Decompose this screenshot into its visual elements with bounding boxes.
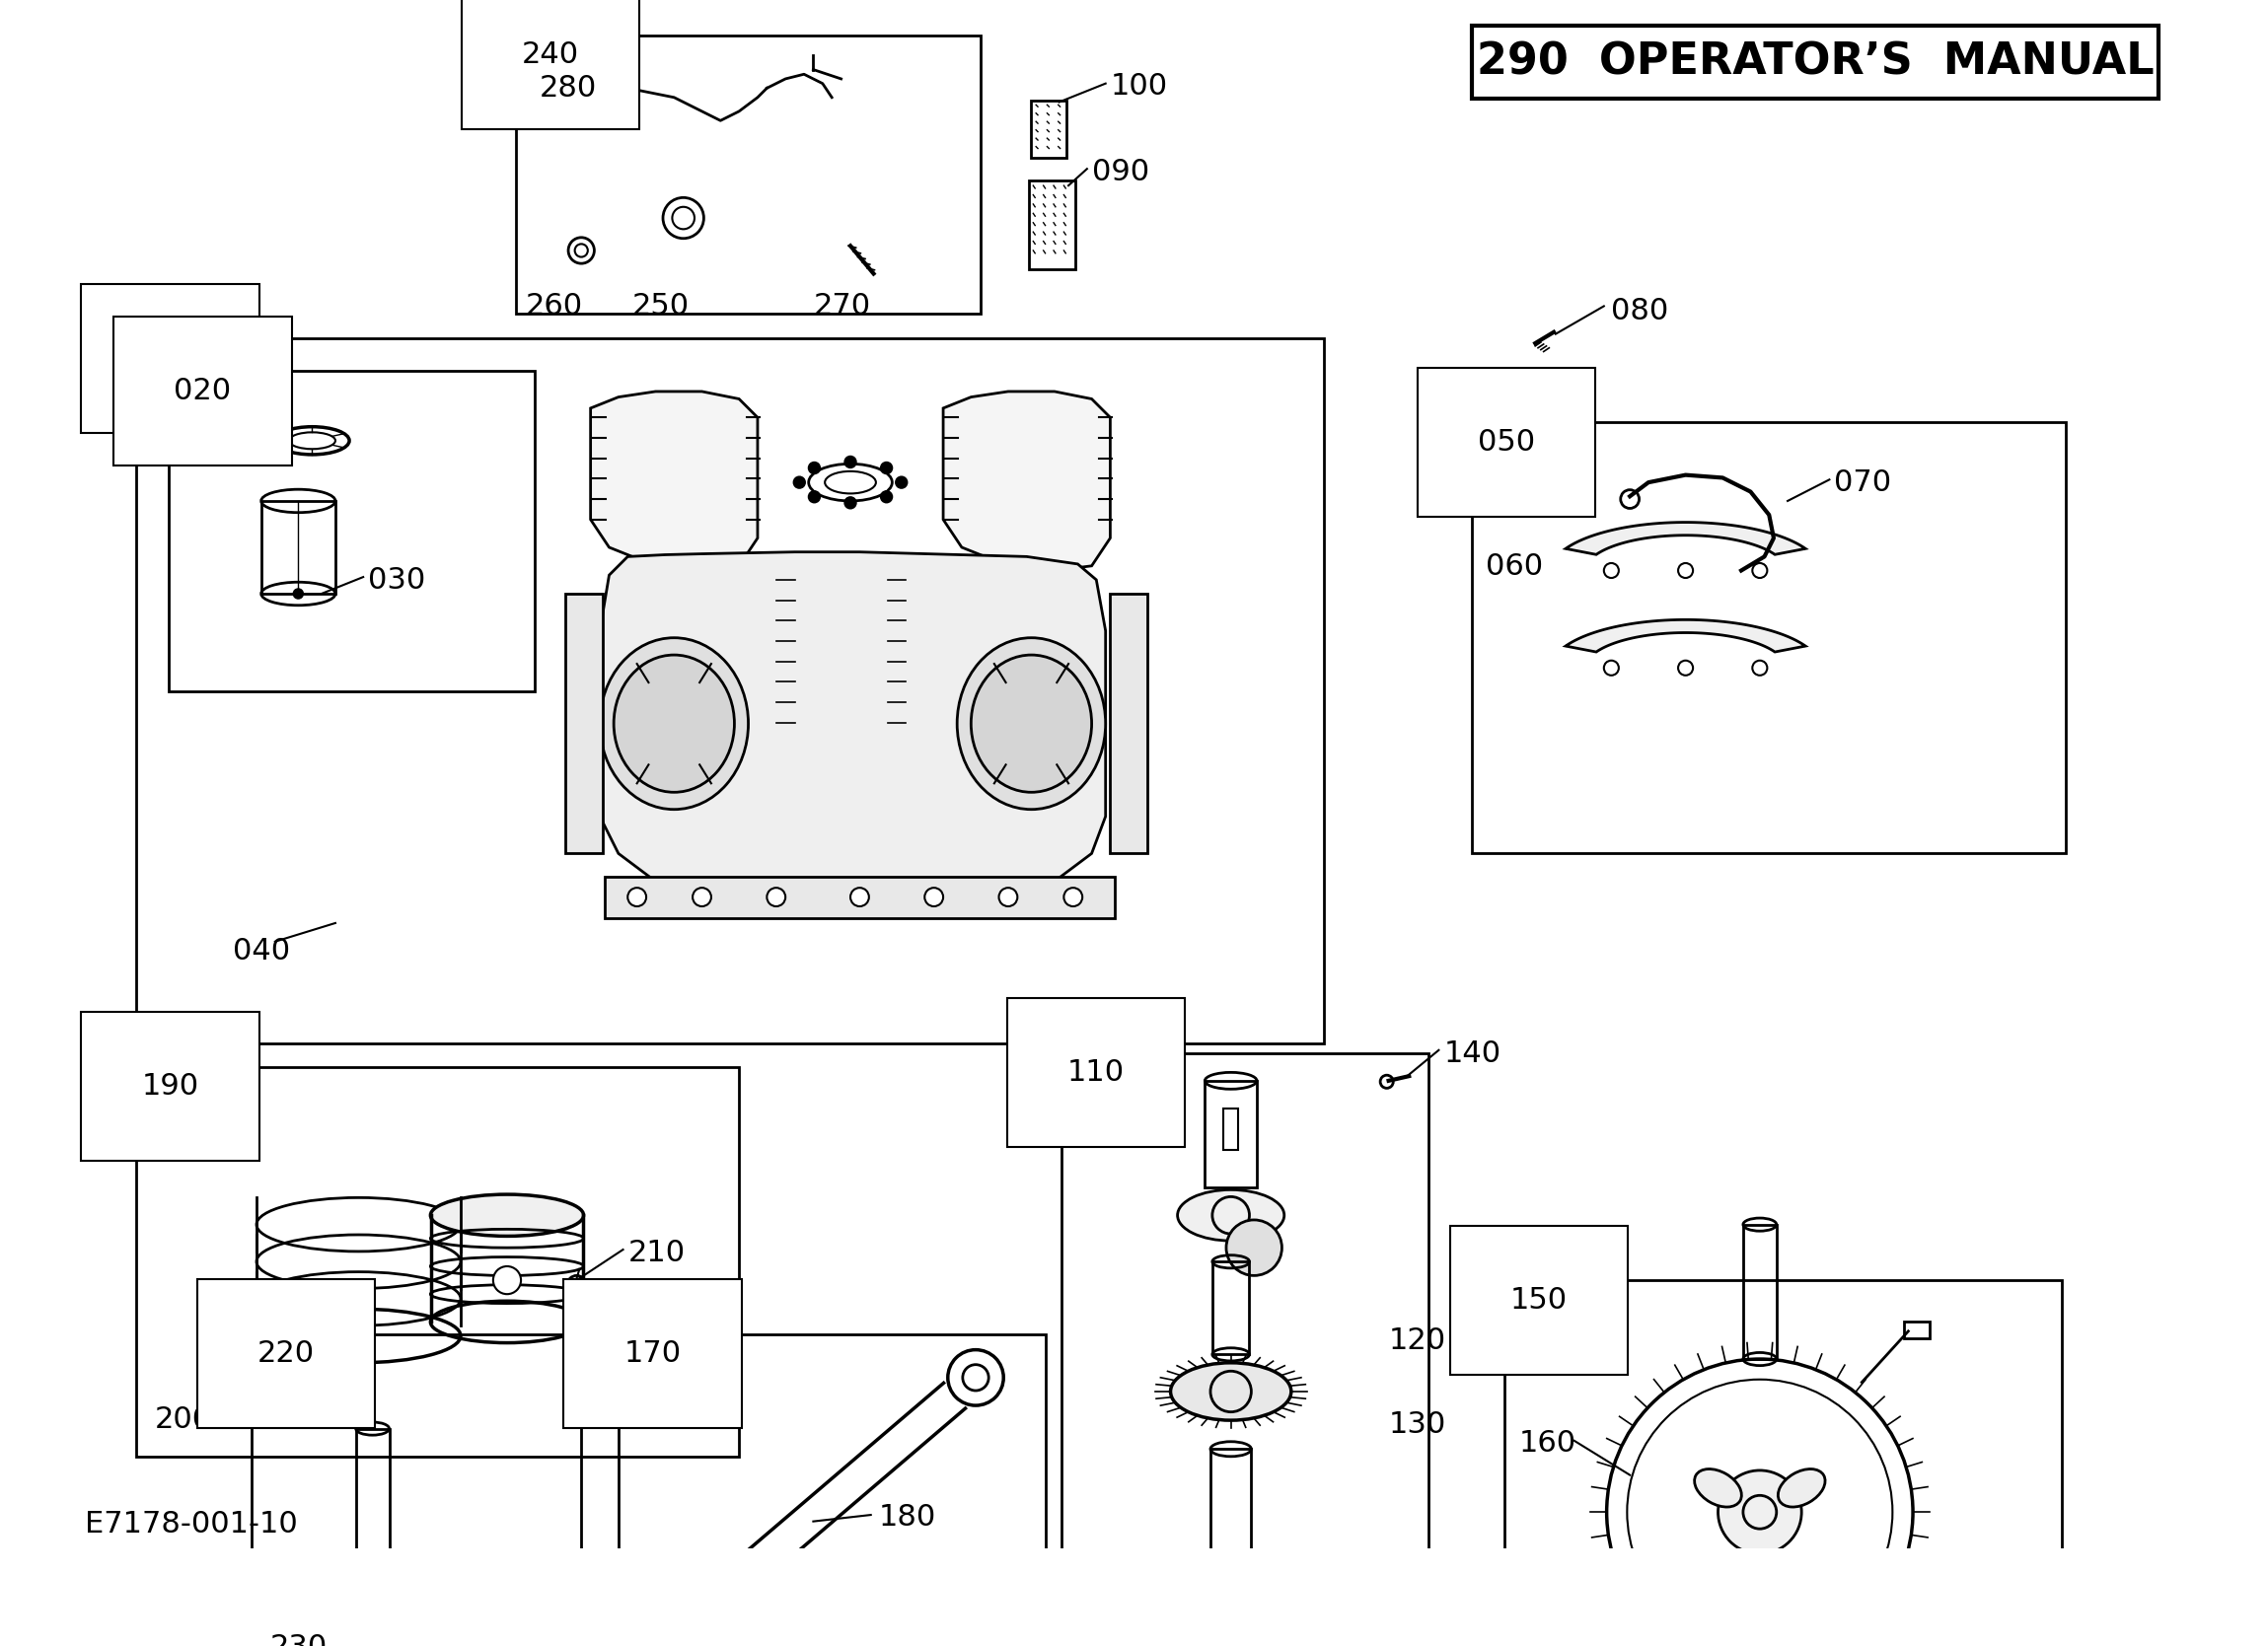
Bar <box>1211 1448 1252 1646</box>
Text: 050: 050 <box>1479 428 1535 456</box>
Bar <box>1204 1081 1256 1187</box>
Polygon shape <box>599 551 1105 905</box>
Circle shape <box>850 887 869 907</box>
Text: 100: 100 <box>1111 72 1168 100</box>
Text: 290  OPERATOR’S  MANUAL: 290 OPERATOR’S MANUAL <box>1476 41 2155 84</box>
Text: 180: 180 <box>878 1503 937 1531</box>
Text: 130: 130 <box>1388 1411 1447 1439</box>
Ellipse shape <box>615 655 735 792</box>
Text: 040: 040 <box>234 937 290 966</box>
Circle shape <box>1227 1220 1281 1276</box>
Polygon shape <box>943 392 1111 571</box>
Circle shape <box>1064 887 1082 907</box>
Bar <box>1061 1053 1429 1646</box>
Bar <box>1472 26 2159 99</box>
Bar <box>1744 1225 1776 1360</box>
Ellipse shape <box>1177 1190 1284 1241</box>
Text: 110: 110 <box>1068 1058 1125 1086</box>
Text: 170: 170 <box>624 1340 680 1368</box>
Ellipse shape <box>971 655 1091 792</box>
Bar <box>517 35 980 313</box>
Circle shape <box>1753 563 1767 578</box>
Bar <box>1222 1108 1238 1151</box>
Circle shape <box>293 589 304 599</box>
Text: 150: 150 <box>1510 1286 1567 1315</box>
Bar <box>619 1333 1046 1646</box>
Ellipse shape <box>1170 1363 1290 1420</box>
Bar <box>565 594 603 854</box>
Circle shape <box>844 456 855 467</box>
Text: 190: 190 <box>141 1073 200 1101</box>
Text: 260: 260 <box>526 293 583 321</box>
Ellipse shape <box>957 637 1105 810</box>
Polygon shape <box>1565 522 1805 555</box>
Text: 240: 240 <box>522 41 578 69</box>
Circle shape <box>880 463 891 474</box>
Circle shape <box>628 887 646 907</box>
Circle shape <box>1719 1470 1801 1554</box>
Circle shape <box>1678 660 1692 675</box>
Text: 220: 220 <box>259 1340 315 1368</box>
Text: 070: 070 <box>1835 469 1892 497</box>
Circle shape <box>1603 563 1619 578</box>
Text: 060: 060 <box>1486 551 1545 581</box>
Polygon shape <box>1565 619 1805 652</box>
Bar <box>136 1067 739 1457</box>
Circle shape <box>1753 660 1767 675</box>
Text: 280: 280 <box>540 74 596 102</box>
Text: 210: 210 <box>628 1238 685 1267</box>
Bar <box>606 877 1116 918</box>
Text: 270: 270 <box>814 293 871 321</box>
Circle shape <box>1678 563 1692 578</box>
Bar <box>1504 1281 2062 1646</box>
Circle shape <box>896 477 907 487</box>
Text: 140: 140 <box>1445 1039 1501 1068</box>
Bar <box>1472 421 2066 854</box>
Circle shape <box>810 491 819 502</box>
Text: 010: 010 <box>141 344 200 372</box>
Bar <box>1213 1261 1250 1355</box>
Text: 120: 120 <box>1388 1327 1447 1355</box>
Circle shape <box>998 887 1018 907</box>
Polygon shape <box>590 392 758 571</box>
Text: 160: 160 <box>1520 1429 1576 1457</box>
Bar <box>261 500 336 594</box>
Ellipse shape <box>599 637 748 810</box>
Ellipse shape <box>431 1195 583 1236</box>
Bar <box>168 370 535 691</box>
Text: 250: 250 <box>633 293 689 321</box>
Bar <box>1903 1322 1930 1338</box>
Text: 090: 090 <box>1091 158 1150 186</box>
Circle shape <box>880 491 891 502</box>
Circle shape <box>794 477 805 487</box>
Bar <box>1111 594 1148 854</box>
Circle shape <box>1603 660 1619 675</box>
Circle shape <box>810 463 819 474</box>
Ellipse shape <box>1694 1468 1742 1508</box>
Text: 020: 020 <box>175 377 231 405</box>
Circle shape <box>692 887 712 907</box>
Text: 030: 030 <box>367 566 426 594</box>
Bar <box>252 1333 581 1646</box>
Text: 200: 200 <box>154 1406 211 1434</box>
Text: E7178-001-10: E7178-001-10 <box>84 1511 297 1539</box>
Circle shape <box>844 497 855 509</box>
Text: 080: 080 <box>1610 296 1669 326</box>
Circle shape <box>767 887 785 907</box>
Circle shape <box>925 887 943 907</box>
Bar <box>356 1429 390 1564</box>
Bar <box>136 339 1325 1044</box>
Bar <box>1032 100 1066 158</box>
Bar <box>1030 181 1075 268</box>
Ellipse shape <box>1778 1468 1826 1508</box>
Text: 230: 230 <box>270 1633 329 1646</box>
Circle shape <box>492 1266 522 1294</box>
